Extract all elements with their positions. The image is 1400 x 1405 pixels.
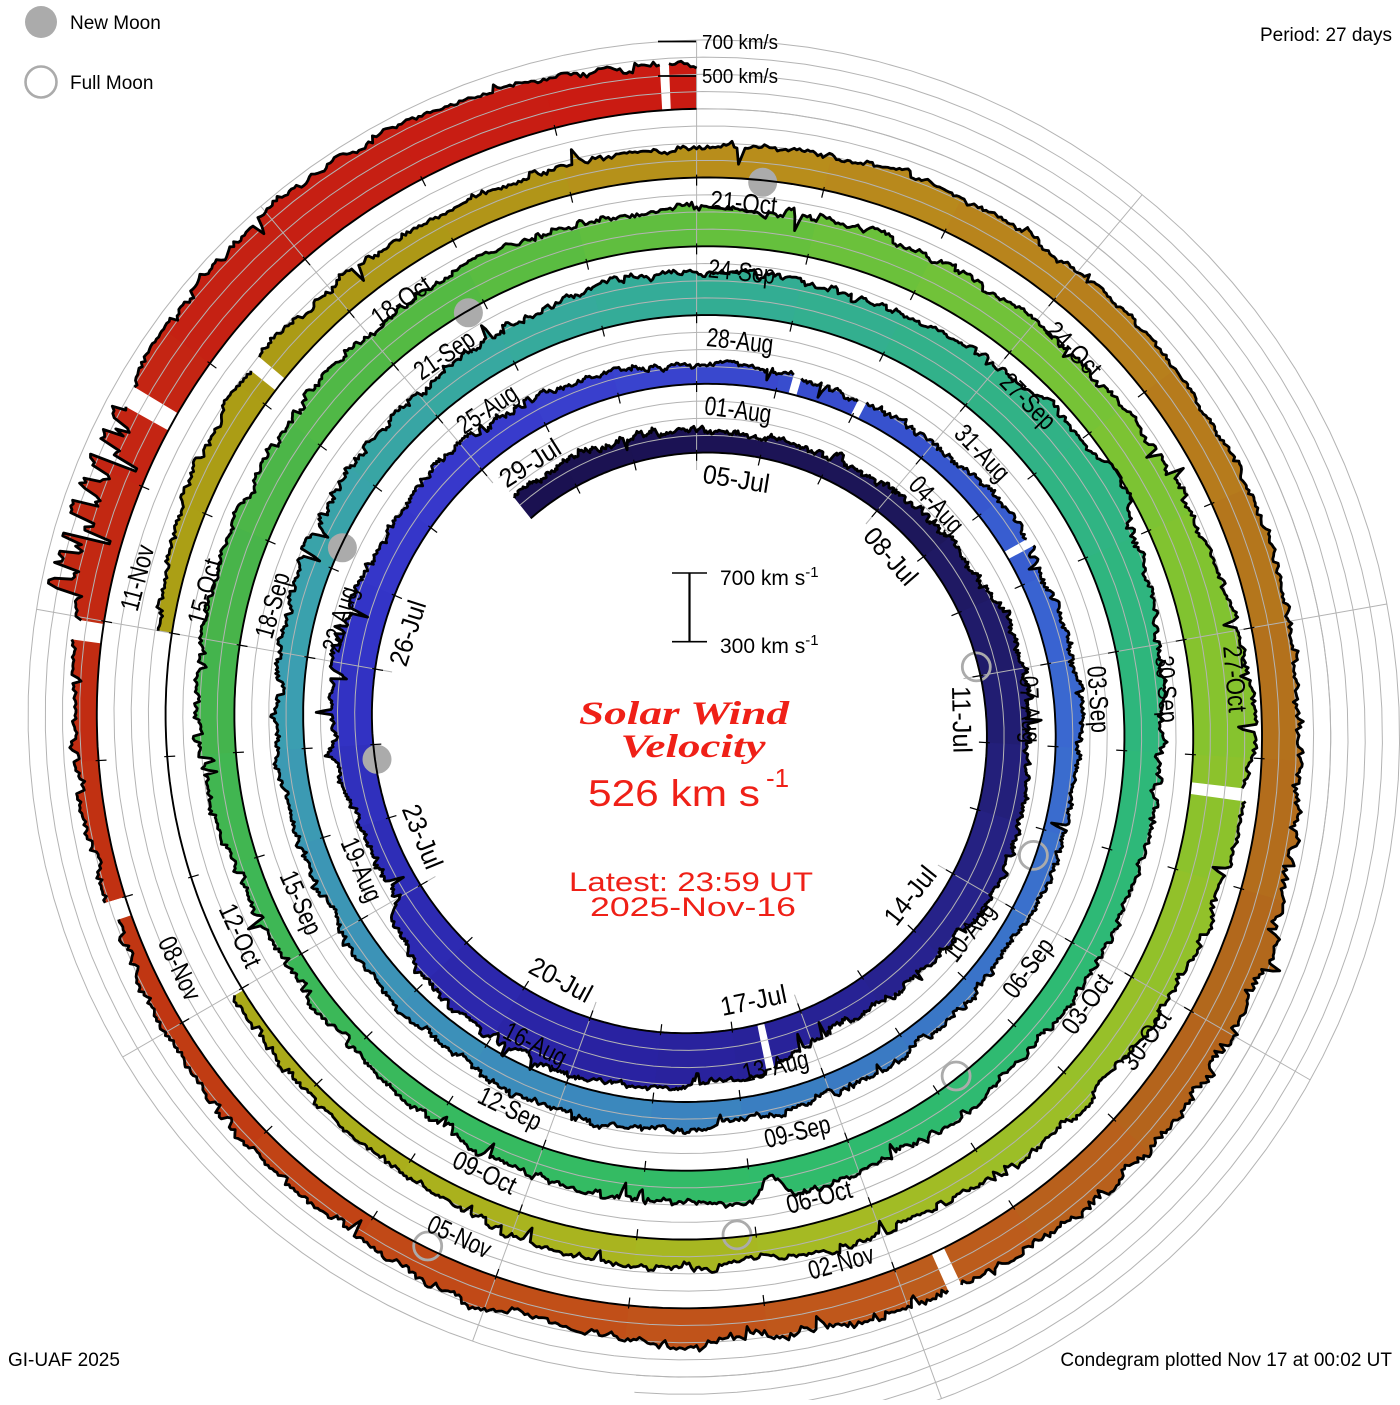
svg-text:27-Oct: 27-Oct <box>1217 644 1253 714</box>
svg-text:300 km s-1: 300 km s-1 <box>720 632 819 658</box>
svg-text:500 km/s: 500 km/s <box>702 66 778 88</box>
svg-text:New Moon: New Moon <box>70 13 161 34</box>
svg-text:30-Sep: 30-Sep <box>1149 655 1184 724</box>
svg-text:-1: -1 <box>766 763 789 793</box>
svg-text:03-Sep: 03-Sep <box>1081 665 1115 734</box>
svg-text:Solar Wind: Solar Wind <box>579 696 790 732</box>
svg-text:Period: 27 days: Period: 27 days <box>1260 25 1392 46</box>
svg-text:Full Moon: Full Moon <box>70 73 153 94</box>
svg-text:24-Sep: 24-Sep <box>707 253 777 290</box>
svg-text:700 km s-1: 700 km s-1 <box>720 564 819 590</box>
svg-text:07-Aug: 07-Aug <box>1014 675 1047 743</box>
svg-text:700 km/s: 700 km/s <box>702 32 778 54</box>
svg-text:11-Jul: 11-Jul <box>946 686 978 754</box>
svg-text:Velocity: Velocity <box>621 729 766 765</box>
svg-text:2025-Nov-16: 2025-Nov-16 <box>590 892 796 922</box>
svg-text:Condegram plotted Nov 17 at 00: Condegram plotted Nov 17 at 00:02 UT <box>1060 1350 1392 1371</box>
svg-text:21-Oct: 21-Oct <box>709 185 779 221</box>
svg-text:526 km s: 526 km s <box>588 773 760 814</box>
svg-text:Latest: 23:59 UT: Latest: 23:59 UT <box>569 867 813 897</box>
svg-text:28-Aug: 28-Aug <box>705 322 775 359</box>
svg-text:GI-UAF 2025: GI-UAF 2025 <box>8 1350 120 1371</box>
